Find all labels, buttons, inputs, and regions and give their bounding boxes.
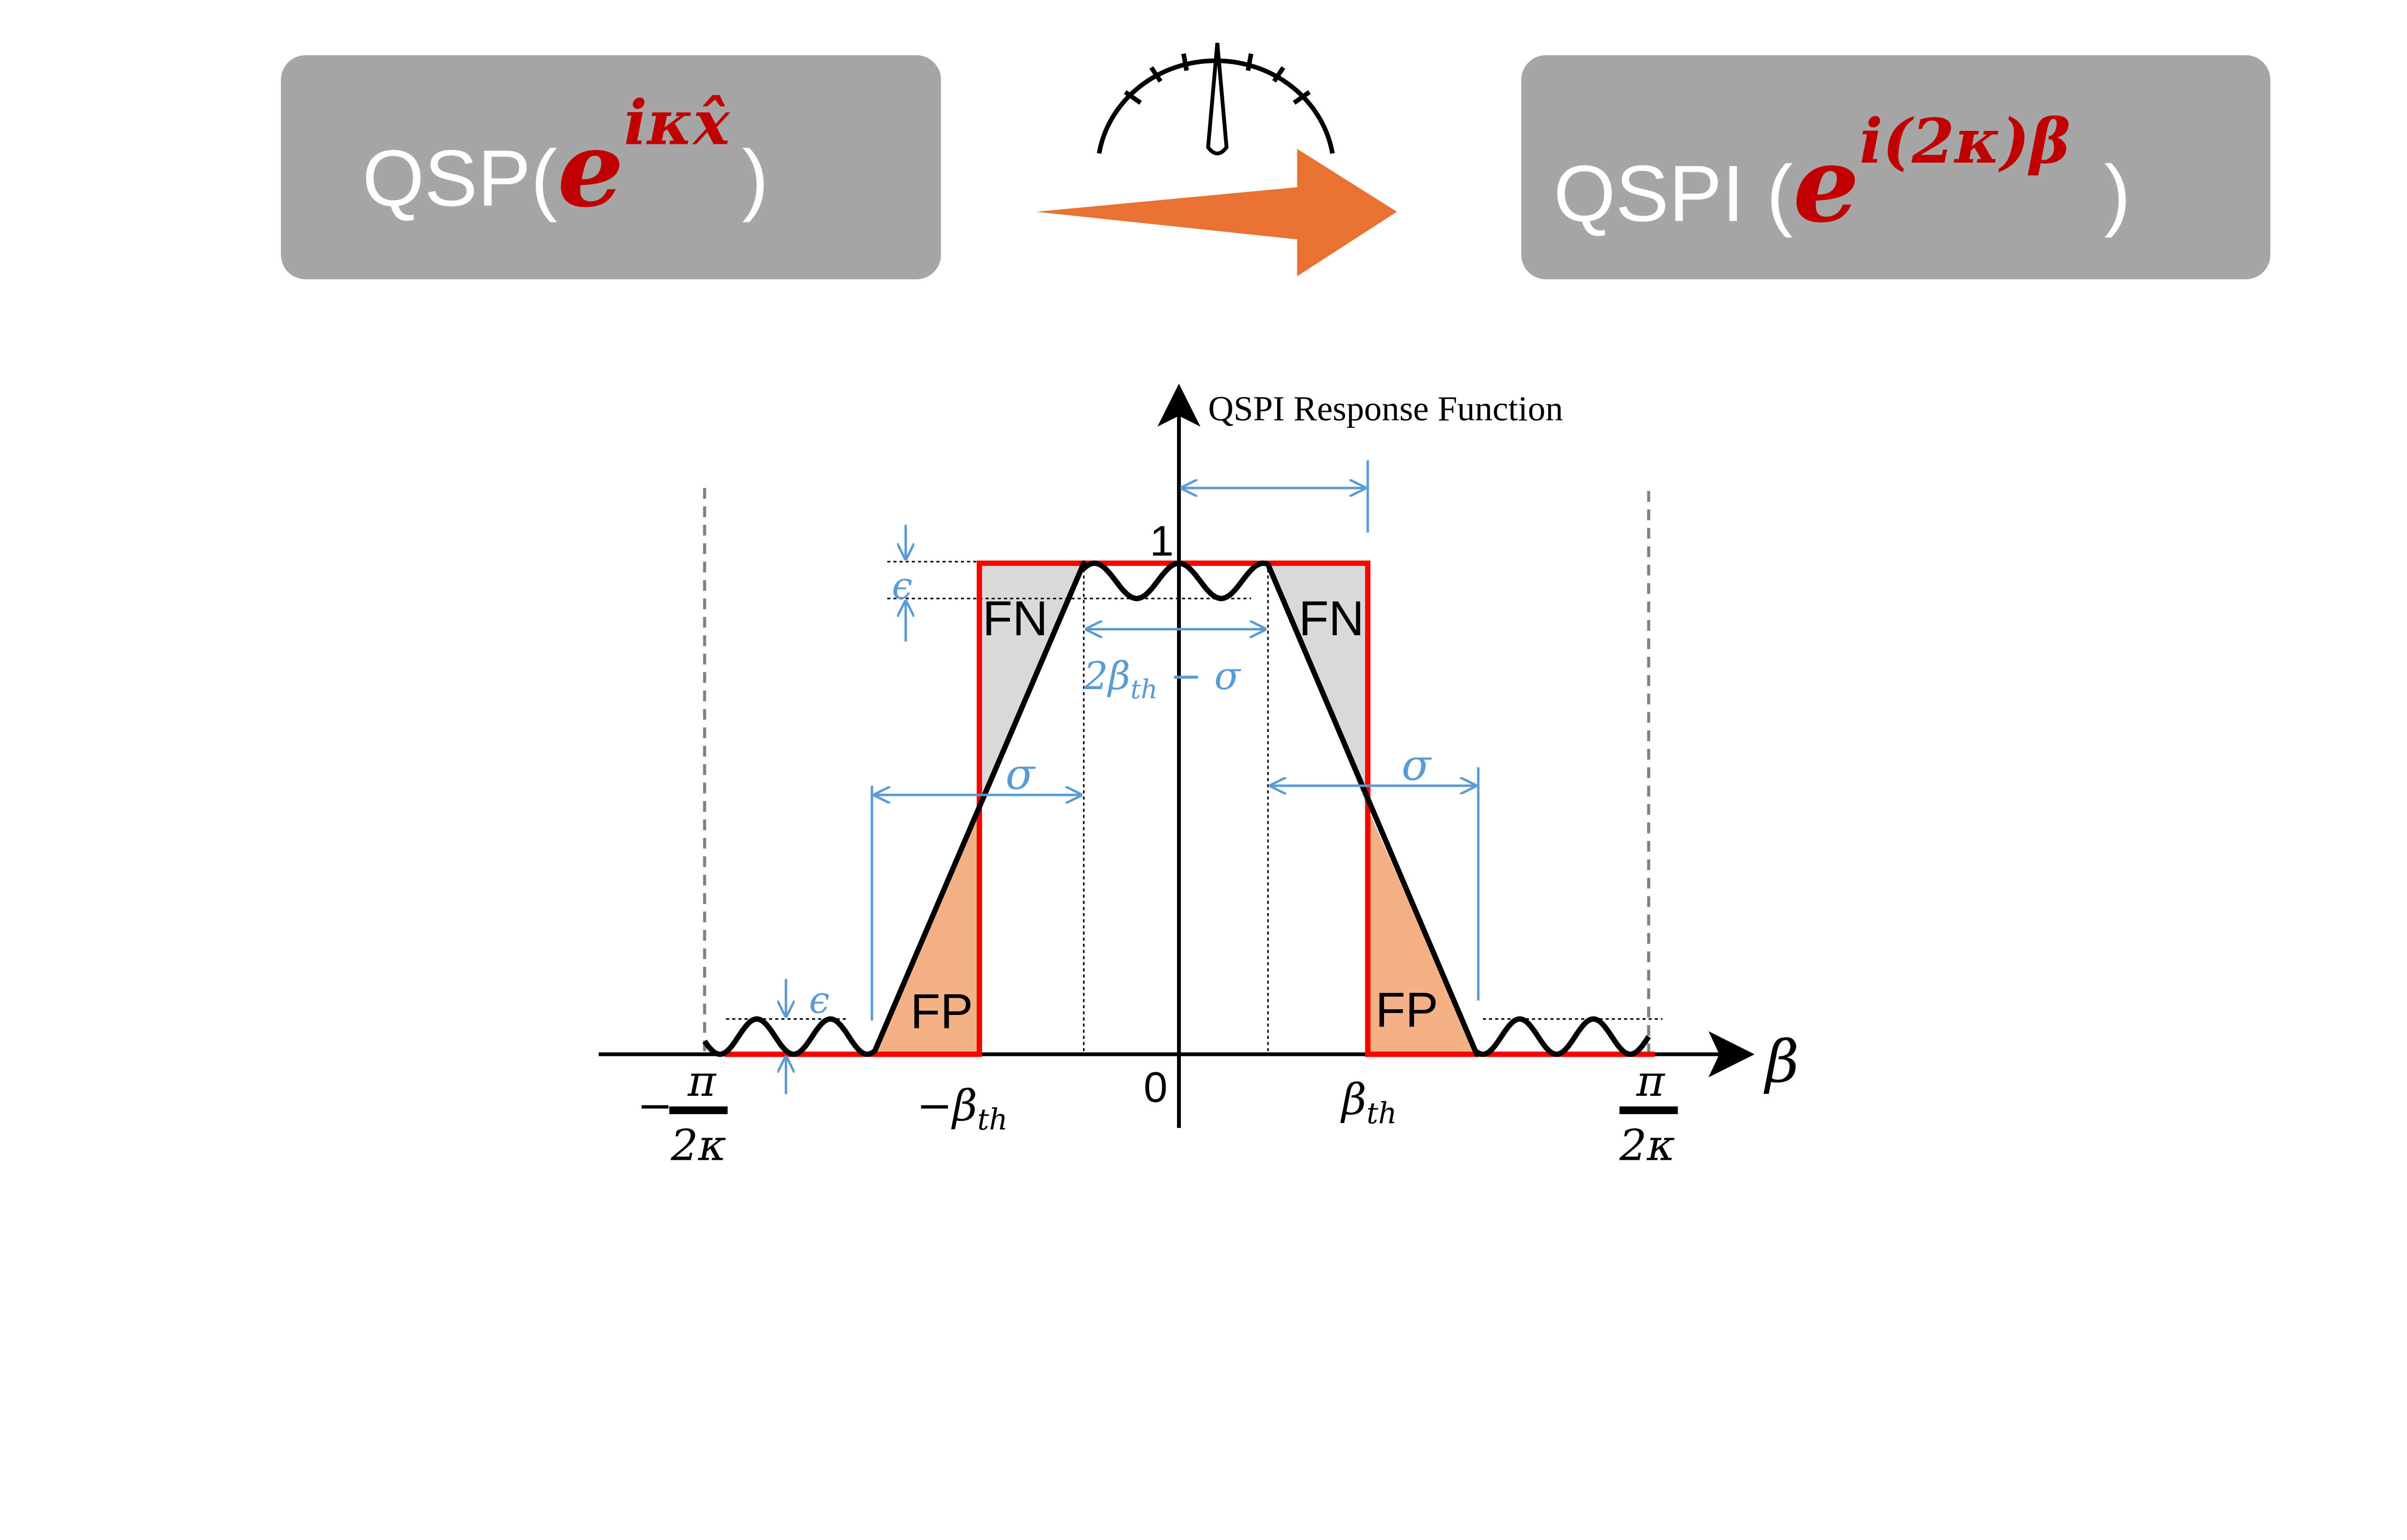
exp-base: e — [557, 108, 624, 231]
ideal-response — [725, 560, 1655, 1057]
fp-label-right: FP — [1375, 982, 1438, 1037]
qsp-suffix: ) — [742, 134, 768, 223]
fn-label-left: FN — [983, 591, 1048, 646]
transform-arrow — [1036, 149, 1397, 276]
x-tick-neg-beta-th: −βth — [917, 1081, 1008, 1137]
x-tick-beta-th: βth — [1340, 1075, 1397, 1130]
annotations — [786, 460, 1480, 1094]
x-tick-0: 0 — [1144, 1063, 1168, 1111]
svg-text:π: π — [687, 1056, 717, 1106]
svg-text:π: π — [1636, 1056, 1665, 1106]
qspi-box: QSPI (ei(2κ)β) — [1521, 55, 2271, 280]
svg-text:QSP(eiκx̂): QSP(eiκx̂) — [362, 87, 769, 231]
exp-base: e — [1793, 123, 1860, 246]
x-axis-arrowhead — [1708, 1031, 1755, 1078]
diagram: QSP(eiκx̂) QSPI (ei(2κ)β) — [281, 42, 2271, 1171]
sigma-label-right: σ — [1401, 740, 1432, 790]
exp-exponent: i(2κ)β — [1859, 105, 2070, 178]
qspi-response-curve — [702, 560, 1651, 1057]
exp-exponent: iκx̂ — [624, 87, 731, 159]
fp-label-left: FP — [910, 984, 973, 1039]
y-tick-1: 1 — [1150, 516, 1174, 565]
width-label: 2βth − σ — [1083, 654, 1242, 705]
x-tick-neg-pi-over-2kappa: − π 2κ — [637, 1056, 728, 1171]
svg-text:2κ: 2κ — [1619, 1121, 1675, 1171]
svg-text:QSPI (ei(2κ)β): QSPI (ei(2κ)β) — [1553, 105, 2131, 246]
y-axis-title: QSPI Response Function — [1208, 389, 1563, 428]
qspi-suffix: ) — [2104, 149, 2131, 238]
qsp-box: QSP(eiκx̂) — [281, 55, 941, 280]
y-axis-arrowhead — [1157, 384, 1201, 427]
qsp-prefix: QSP( — [362, 134, 557, 223]
epsilon-label-top: ϵ — [892, 565, 913, 608]
x-tick-pi-over-2kappa: π 2κ — [1619, 1056, 1678, 1171]
sigma-label-left: σ — [1006, 749, 1036, 799]
svg-text:2κ: 2κ — [670, 1121, 726, 1171]
x-axis-label: β — [1763, 1028, 1799, 1096]
dotted-guides — [726, 561, 1663, 1054]
speedometer-icon — [1097, 42, 1335, 155]
epsilon-label-bottom: ϵ — [809, 979, 829, 1022]
fn-label-right: FN — [1299, 591, 1364, 646]
qspi-prefix: QSPI ( — [1553, 149, 1793, 238]
svg-text:−: − — [637, 1081, 673, 1131]
